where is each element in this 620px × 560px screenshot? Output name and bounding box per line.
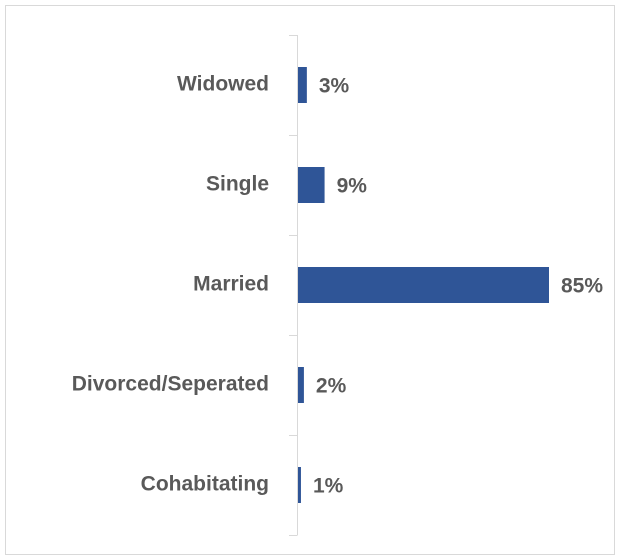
category-label: Widowed	[177, 73, 269, 96]
value-label: 9%	[337, 175, 368, 198]
bar	[298, 467, 301, 503]
value-label: 85%	[561, 275, 603, 298]
bar	[298, 67, 307, 103]
bar	[298, 367, 304, 403]
category-label: Single	[206, 173, 269, 196]
value-label: 1%	[313, 475, 344, 498]
category-label: Cohabitating	[141, 473, 269, 496]
value-label: 3%	[319, 75, 350, 98]
category-label: Divorced/Seperated	[72, 373, 269, 396]
category-label: Married	[193, 273, 269, 296]
value-label: 2%	[316, 375, 347, 398]
bar	[298, 267, 549, 303]
bar	[298, 167, 325, 203]
